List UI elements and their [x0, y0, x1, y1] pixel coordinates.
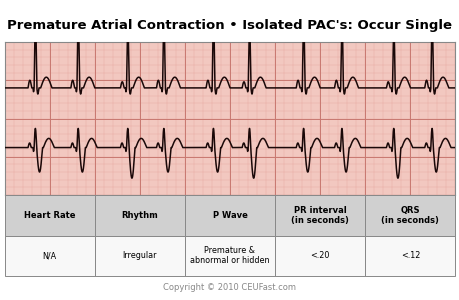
- Text: Premature &
abnormal or hidden: Premature & abnormal or hidden: [190, 246, 269, 266]
- Text: PR interval
(in seconds): PR interval (in seconds): [291, 206, 348, 225]
- Text: Copyright © 2010 CEUFast.com: Copyright © 2010 CEUFast.com: [163, 284, 296, 292]
- Text: Irregular: Irregular: [122, 251, 157, 260]
- Bar: [5, 195, 95, 236]
- Bar: [95, 236, 185, 276]
- Text: N/A: N/A: [43, 251, 56, 260]
- Bar: [185, 236, 274, 276]
- Text: <.12: <.12: [400, 251, 419, 260]
- Bar: [364, 236, 454, 276]
- Text: Premature Atrial Contraction • Isolated PAC's: Occur Single: Premature Atrial Contraction • Isolated …: [7, 19, 452, 32]
- Text: QRS
(in seconds): QRS (in seconds): [381, 206, 438, 225]
- Bar: [5, 236, 95, 276]
- Bar: [95, 195, 185, 236]
- Bar: [364, 195, 454, 236]
- Text: P Wave: P Wave: [212, 211, 247, 220]
- Text: <.20: <.20: [310, 251, 329, 260]
- Bar: [274, 195, 364, 236]
- Bar: [185, 195, 274, 236]
- Bar: [274, 236, 364, 276]
- Text: Heart Rate: Heart Rate: [24, 211, 75, 220]
- Text: Rhythm: Rhythm: [121, 211, 158, 220]
